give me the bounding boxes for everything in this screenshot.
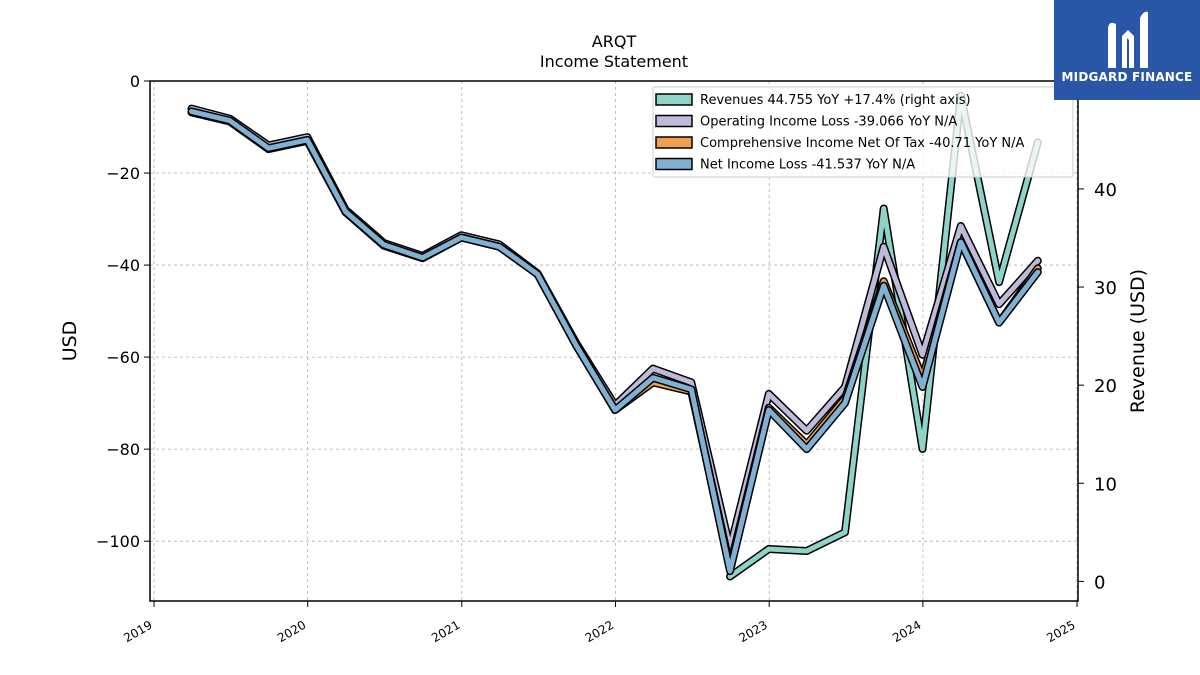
legend-label: Revenues 44.755 YoY +17.4% (right axis) — [700, 93, 971, 108]
legend-box — [652, 86, 1074, 178]
chart-subtitle: Income Statement — [540, 52, 688, 71]
y-axis-left: 0 −20 −40 −60 −80 −100 — [96, 72, 150, 551]
y-axis-label-left: USD — [59, 321, 81, 362]
y-tick-label-left: −40 — [106, 256, 140, 275]
chart-title: ARQT — [592, 32, 637, 51]
y-tick-label-left: −60 — [106, 348, 140, 367]
series-line — [189, 108, 1041, 574]
y-tick-label-right: 0 — [1094, 572, 1105, 593]
y-tick-label-left: −20 — [106, 164, 140, 183]
plot-frame — [149, 80, 1079, 602]
legend-label: Net Income Loss -41.537 YoY N/A — [700, 158, 915, 173]
brand-logo: MIDGARD FINANCE — [1054, 0, 1200, 100]
brand-mark-icon — [1108, 11, 1148, 69]
y-tick-label-left: −100 — [96, 532, 140, 551]
y-tick-label-right: 40 — [1094, 180, 1117, 201]
legend-swatch — [655, 114, 693, 128]
y-axis-label-right: Revenue (USD) — [1127, 269, 1149, 413]
legend-label: Operating Income Loss -39.066 YoY N/A — [700, 115, 957, 130]
brand-name: MIDGARD FINANCE — [1061, 70, 1193, 84]
series-layer — [187, 91, 1042, 581]
y-tick-label-left: −80 — [106, 440, 140, 459]
legend: Revenues 44.755 YoY +17.4% (right axis) O… — [652, 86, 1074, 178]
y-tick-label-left: 0 — [130, 72, 140, 91]
y-tick-label-right: 10 — [1094, 474, 1117, 495]
legend-swatch — [655, 157, 693, 171]
legend-swatch — [655, 136, 693, 149]
legend-swatch — [655, 93, 693, 106]
legend-label: Comprehensive Income Net Of Tax -40.71 Y… — [700, 136, 1025, 151]
series-line — [727, 93, 1041, 579]
y-tick-label-right: 20 — [1094, 376, 1117, 397]
y-tick-label-right: 30 — [1094, 278, 1117, 299]
